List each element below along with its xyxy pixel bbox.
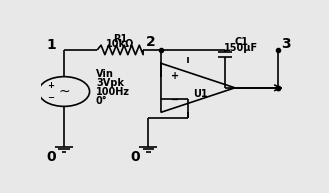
Text: Vin: Vin <box>96 69 114 79</box>
Text: ~: ~ <box>58 85 70 98</box>
Text: 0: 0 <box>131 150 140 164</box>
Text: U1: U1 <box>193 89 208 99</box>
Text: 10kΩ: 10kΩ <box>106 39 134 49</box>
Text: +: + <box>47 81 54 90</box>
Text: 0: 0 <box>46 150 56 164</box>
Text: −: − <box>47 93 54 102</box>
Text: 3Vpk: 3Vpk <box>96 78 124 88</box>
Text: 0°: 0° <box>96 96 108 106</box>
Text: R1: R1 <box>113 34 127 44</box>
Text: C1: C1 <box>234 37 248 47</box>
Text: +: + <box>171 71 179 81</box>
Text: 3: 3 <box>281 37 291 51</box>
Text: 100Hz: 100Hz <box>96 87 130 97</box>
Text: 2: 2 <box>146 36 156 49</box>
Text: 150μF: 150μF <box>224 43 258 53</box>
Text: −: − <box>171 95 179 105</box>
Text: 1: 1 <box>46 38 56 52</box>
